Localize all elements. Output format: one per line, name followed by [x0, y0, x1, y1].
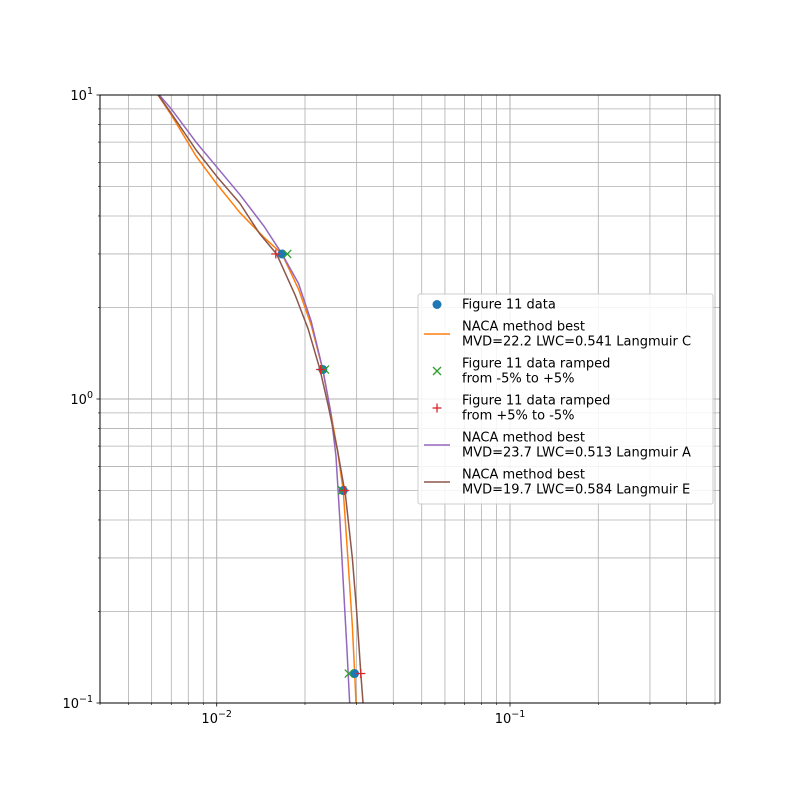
series-layer: [157, 95, 366, 703]
y-tick-label: 101: [70, 86, 93, 104]
series-line-1: [157, 95, 357, 703]
data-point-plus: [356, 669, 366, 679]
legend-marker-symbol-stroke: [432, 366, 442, 376]
tick-labels: 10−2 10−1 10−1 100 101: [62, 86, 525, 727]
legend: Figure 11 data NACA method best MVD=22.2 L…: [417, 293, 714, 505]
data-point-plus: [340, 486, 350, 496]
series-line-5: [157, 95, 364, 703]
legend-box: [417, 293, 714, 505]
legend-marker-symbol: [432, 403, 442, 413]
legend-marker-symbol-shape: [432, 300, 442, 309]
legend-label: Figure 11 data ramped from +5% to -5%: [462, 394, 610, 424]
data-point-x-stroke: [344, 669, 354, 678]
data-point-circle-shape: [350, 669, 360, 679]
series-line-4: [158, 95, 351, 703]
x-tick-label: 10−1: [495, 709, 526, 727]
data-point-plus: [316, 365, 326, 375]
data-point-circle: [350, 669, 360, 679]
data-point-x: [282, 249, 292, 259]
data-point-x: [344, 669, 354, 678]
legend-label: Figure 11 data ramped from -5% to +5%: [462, 357, 610, 387]
y-tick-label: 10−1: [62, 694, 93, 712]
y-tick-label: 100: [70, 390, 93, 408]
legend-label: NACA method best MVD=22.2 LWC=0.541 Langm…: [462, 320, 691, 350]
data-point-x-stroke: [282, 249, 292, 259]
legend-marker-symbol: [432, 300, 442, 309]
data-point-plus: [271, 249, 281, 259]
x-tick-label: 10−2: [201, 709, 232, 727]
legend-label: NACA method best MVD=23.7 LWC=0.513 Langm…: [462, 431, 691, 461]
legend-label: NACA method best MVD=19.7 LWC=0.584 Langm…: [462, 468, 690, 498]
legend-label: Figure 11 data: [462, 298, 556, 313]
axis-ticks: [96, 94, 716, 707]
legend-marker-symbol: [432, 366, 442, 376]
